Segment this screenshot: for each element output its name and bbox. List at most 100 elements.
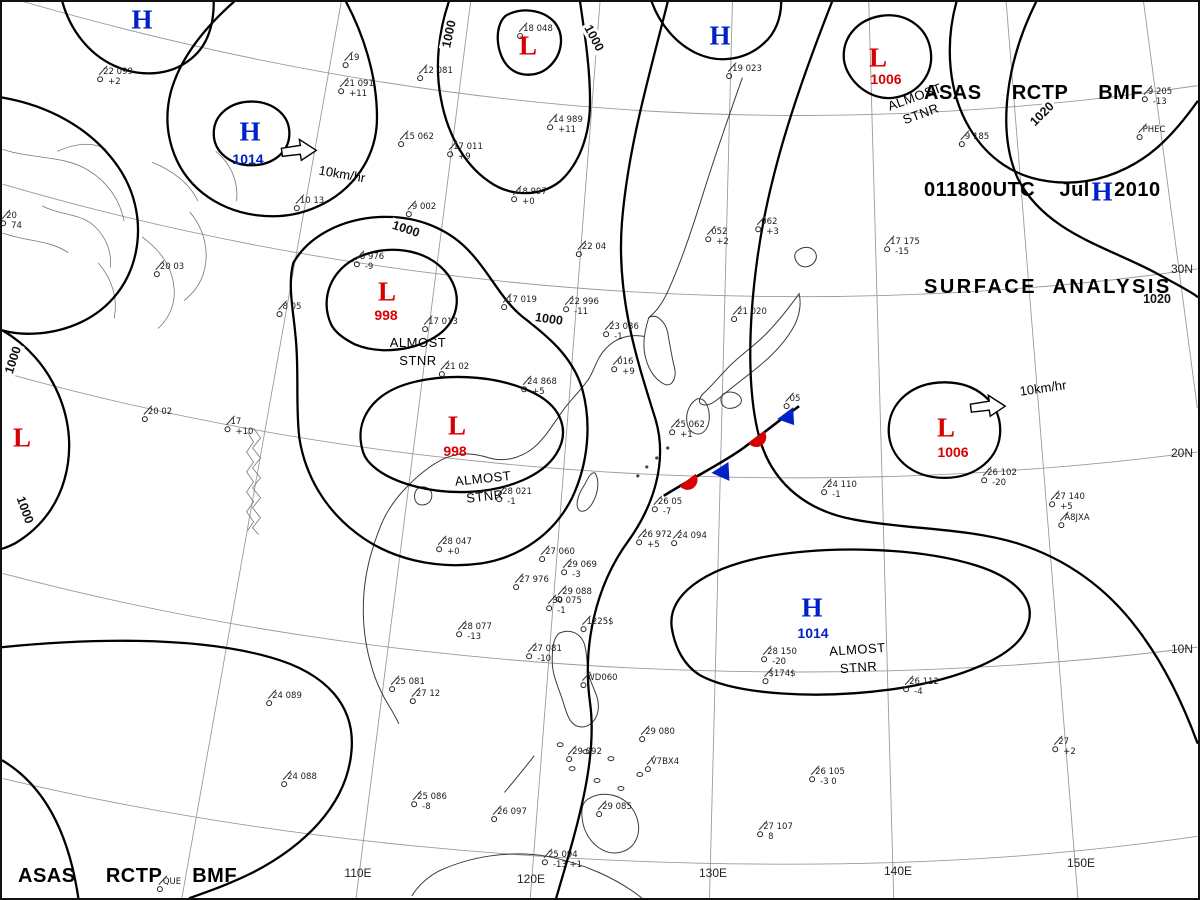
low-center: L: [12, 422, 32, 453]
warm-front-semicircle: [679, 473, 698, 490]
station-plot: 8 976 -9: [353, 252, 385, 272]
station-plot: 22 996 -11: [563, 297, 599, 317]
station-plot: 24 094: [671, 531, 707, 546]
almost-stnr-label: ALMOST STNR: [828, 639, 887, 677]
motion-speed-label: 10km/hr: [317, 162, 367, 186]
station-plot: 25 081: [389, 677, 425, 692]
motion-speed-label: 10km/hr: [1018, 377, 1068, 399]
station-plot: 17 019: [501, 295, 537, 310]
station-plot: 27 081 -10: [526, 644, 562, 664]
station-plot: 28 077 -13: [456, 622, 492, 642]
pressure-value: 998: [374, 307, 398, 323]
low-center: L: [868, 42, 888, 73]
station-plot: 25 086 -8: [411, 792, 447, 812]
station-plot: WD060: [580, 673, 618, 688]
station-plot: 12 081: [417, 66, 453, 81]
longitude-label: 130E: [698, 866, 728, 880]
station-plot: 26 102 -20: [981, 468, 1017, 488]
isobar-label: 1000: [12, 492, 38, 528]
pressure-value: 1014: [232, 151, 264, 167]
station-plot: 26 05 -7: [651, 497, 683, 517]
station-plot: 30 075 -1: [546, 596, 582, 616]
station-plot: 21 02: [438, 362, 470, 377]
station-plot: 22 04: [575, 242, 607, 257]
station-plot: 21 091 +11: [338, 79, 374, 99]
station-plot: QUE: [156, 877, 182, 892]
station-plot: 17 175 -15: [884, 237, 920, 257]
station-plot: 29 080: [639, 727, 675, 742]
station-plot: 27 060: [539, 547, 575, 562]
station-plot: 22 099 +2: [97, 67, 133, 87]
pressure-value: 1006: [870, 71, 902, 87]
station-plot: 052 +2: [705, 227, 729, 247]
almost-stnr-label: ALMOST STNR: [389, 334, 447, 368]
longitude-label: 120E: [516, 872, 546, 886]
station-plot: 17 +10: [224, 417, 254, 437]
station-plot: V7BX4: [644, 757, 680, 772]
station-plot: A8JXA: [1058, 513, 1090, 528]
pressure-value: 998: [443, 443, 467, 459]
station-plot: 9 205 -13: [1141, 87, 1173, 107]
station-plot: 29 069 -3: [561, 560, 597, 580]
longitude-label: 150E: [1066, 856, 1096, 870]
station-plot: 20 02: [141, 407, 173, 422]
station-plot: 23 036 -1: [603, 322, 639, 342]
motion-arrows: [280, 137, 1007, 418]
station-plot: 26 097: [491, 807, 527, 822]
title-line-1: ASAS RCTP BMF: [18, 864, 238, 887]
station-plot: 24 088: [281, 772, 317, 787]
station-plot: 8 05: [276, 302, 302, 317]
station-plot: 24 110 -1: [821, 480, 857, 500]
station-plot: PHEC: [1136, 125, 1166, 140]
station-plot: 05: [783, 394, 801, 409]
station-plot: 062 +3: [755, 217, 779, 237]
station-plot: 27 107 8: [757, 822, 793, 842]
longitude-label: 110E: [344, 866, 372, 880]
station-plot: 27 140 +5: [1049, 492, 1085, 512]
station-plot: 25 062 +1: [669, 420, 705, 440]
motion-arrow: [969, 393, 1007, 418]
title-line-1: ASAS RCTP BMF: [924, 81, 1144, 104]
station-plot: 28 021 -1: [496, 487, 532, 507]
station-plot: 19: [342, 53, 360, 68]
station-plot: 24 089: [266, 691, 302, 706]
isobar-label: 1000: [2, 342, 25, 378]
warm-front-semicircle: [748, 431, 767, 448]
station-plot: 25 094 -13 +1: [541, 850, 583, 870]
station-plot: 29 085: [596, 802, 632, 817]
low-center: L: [936, 412, 956, 443]
pressure-value: 1006: [937, 444, 969, 460]
station-plot: $174$: [762, 669, 796, 684]
station-plot: 24 868 +5: [521, 377, 557, 397]
low-center: L: [447, 410, 467, 441]
title-block-top-right: ASAS RCTP BMF 011800UTC Jul 2010 SURFACE…: [924, 12, 1194, 368]
high-center: H: [709, 20, 731, 51]
station-plot: 016 +9: [611, 357, 635, 377]
station-plot: 1225$: [580, 617, 614, 632]
longitude-label: 140E: [883, 864, 913, 878]
station-plot: 18 997 +0: [511, 187, 547, 207]
station-plot: 14 989 +11: [547, 115, 583, 135]
station-plot: 26 112 -4: [903, 677, 939, 697]
station-plot: 28 047 +0: [436, 537, 472, 557]
cold-front-triangle: [711, 461, 730, 481]
station-plot: 10 13: [293, 196, 325, 211]
isobar-label: 1020: [1141, 292, 1173, 306]
isobar-label: 1000: [580, 20, 608, 56]
high-center: H: [1091, 176, 1113, 207]
latitude-label: 20N: [1170, 446, 1194, 460]
title-line-2: 011800UTC Jul 2010: [924, 178, 1161, 201]
station-plot: 17 013: [422, 317, 458, 332]
latitude-label: 30N: [1170, 262, 1194, 276]
isobar-label: 1000: [388, 217, 424, 241]
station-plot: 20 03: [153, 262, 185, 277]
isobar-label: 1000: [438, 16, 460, 52]
title-line-3: SURFACE ANALYSIS: [924, 276, 1172, 299]
front-stationary: [663, 405, 800, 497]
station-plot: 20 74: [2, 211, 22, 231]
station-plot: 19 023: [726, 64, 762, 79]
latitude-label: 10N: [1170, 642, 1194, 656]
station-plot: 27 12: [409, 689, 441, 704]
station-plot: 21 020: [731, 307, 767, 322]
